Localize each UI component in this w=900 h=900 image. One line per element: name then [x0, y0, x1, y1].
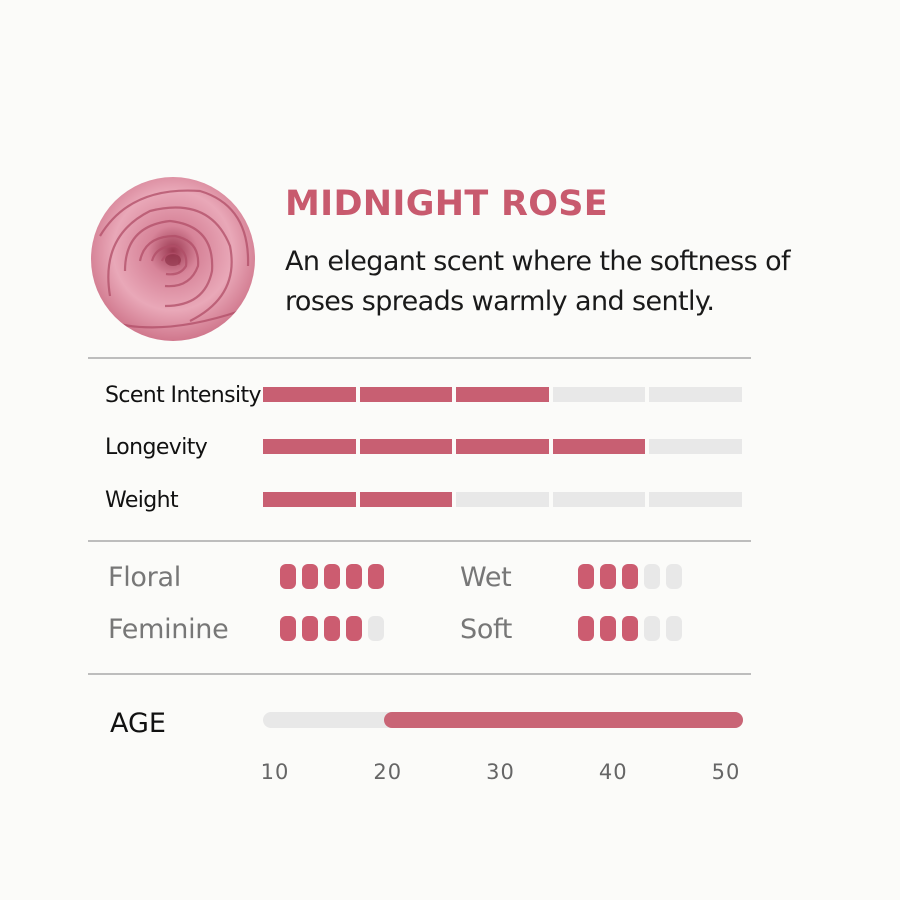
rating-segment — [263, 439, 356, 454]
age-label: AGE — [110, 708, 166, 739]
age-tick-label: 40 — [598, 760, 628, 784]
rating-bar — [263, 492, 742, 507]
rating-segment — [359, 439, 453, 454]
rating-segment — [456, 492, 549, 507]
rating-segment — [263, 387, 356, 402]
rating-label: Scent Intensity — [105, 383, 262, 408]
level-pill — [324, 616, 340, 641]
note-label: Wet — [460, 562, 512, 593]
rating-segment — [552, 387, 646, 402]
age-range-fill — [383, 712, 743, 728]
level-pill — [302, 564, 318, 589]
level-pill — [644, 564, 660, 589]
divider — [88, 540, 751, 542]
age-tick-label: 10 — [260, 760, 290, 784]
note-level — [280, 616, 384, 641]
level-pill — [600, 616, 616, 641]
level-pill — [600, 564, 616, 589]
divider — [88, 673, 751, 675]
rating-segment — [359, 492, 453, 507]
level-pill — [368, 616, 384, 641]
level-pill — [666, 616, 682, 641]
rating-segment — [552, 439, 646, 454]
rating-segment — [263, 492, 356, 507]
product-description: An elegant scent where the softness of r… — [285, 242, 845, 322]
rating-label: Longevity — [105, 435, 208, 460]
level-pill — [280, 564, 296, 589]
product-title: MIDNIGHT ROSE — [285, 184, 609, 224]
level-pill — [280, 616, 296, 641]
rating-segment — [456, 439, 549, 454]
age-tick-label: 30 — [486, 760, 515, 784]
note-label: Feminine — [108, 614, 229, 645]
rose-image — [91, 177, 255, 341]
rating-label: Weight — [105, 488, 179, 513]
age-tick-label: 20 — [373, 760, 403, 784]
rating-segment — [649, 387, 742, 402]
rating-segment — [649, 492, 742, 507]
rating-bar — [263, 439, 742, 454]
note-level — [578, 564, 682, 589]
note-level — [578, 616, 682, 641]
level-pill — [302, 616, 318, 641]
rating-bar — [263, 387, 742, 402]
note-label: Soft — [460, 614, 513, 645]
level-pill — [578, 564, 594, 589]
note-label: Floral — [108, 562, 181, 593]
age-tick-label: 50 — [711, 760, 741, 784]
rating-segment — [552, 492, 646, 507]
level-pill — [368, 564, 384, 589]
level-pill — [346, 616, 362, 641]
level-pill — [578, 616, 594, 641]
level-pill — [346, 564, 362, 589]
level-pill — [666, 564, 682, 589]
level-pill — [644, 616, 660, 641]
rating-segment — [359, 387, 453, 402]
age-range-bar — [263, 712, 743, 728]
level-pill — [622, 616, 638, 641]
divider — [88, 357, 751, 359]
rating-segment — [649, 439, 742, 454]
level-pill — [324, 564, 340, 589]
note-level — [280, 564, 384, 589]
rating-segment — [456, 387, 549, 402]
description-line: roses spreads warmly and sently. — [285, 286, 715, 317]
level-pill — [622, 564, 638, 589]
description-line: An elegant scent where the softness of — [285, 246, 791, 277]
